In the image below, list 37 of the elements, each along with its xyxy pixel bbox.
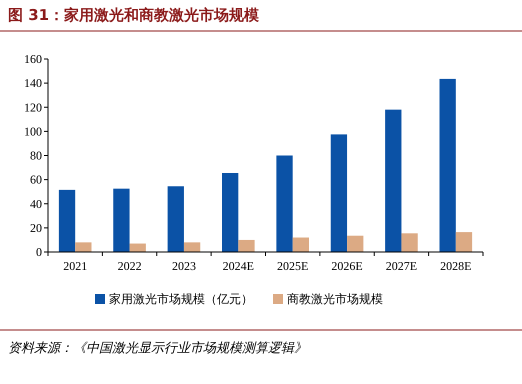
bar: [276, 156, 293, 252]
bar: [456, 232, 472, 252]
y-tick-label: 100: [24, 124, 42, 138]
text: 资料来源：《中国激光显示行业市场规模测算逻辑》: [8, 341, 307, 356]
bar: [130, 244, 146, 252]
bar: [385, 110, 402, 252]
bar: [292, 238, 309, 252]
x-tick-label: 2028E: [440, 259, 472, 273]
y-tick-label: 140: [24, 76, 42, 90]
x-tick-label: 2025E: [277, 259, 308, 273]
bar: [401, 233, 418, 252]
y-tick-label: 40: [30, 196, 42, 211]
x-tick-label: 2023: [172, 259, 196, 273]
bar: [222, 172, 238, 252]
y-tick-label: 80: [30, 148, 42, 162]
y-tick-label: 0: [36, 245, 42, 259]
chart-title: 图 31：家用激光和商教激光市场规模: [8, 6, 260, 24]
x-tick-label: 2026E: [331, 259, 363, 273]
y-tick-label: 160: [24, 52, 42, 66]
bar: [168, 186, 184, 252]
x-tick-label: 2021: [63, 259, 88, 273]
bar: [113, 188, 130, 252]
legend-label: 家用激光市场规模（亿元）: [109, 292, 253, 306]
bar: [347, 236, 364, 252]
legend-label: 商教激光市场规模: [287, 292, 383, 306]
x-tick-label: 2024E: [222, 259, 254, 273]
bar: [58, 190, 76, 252]
x-tick-label: 2027E: [386, 259, 418, 273]
y-tick-label: 60: [30, 172, 42, 187]
bar: [238, 240, 255, 252]
y-tick-label: 120: [24, 100, 42, 114]
x-tick-label: 2022: [118, 259, 142, 273]
y-tick-label: 20: [30, 220, 42, 235]
bar: [184, 242, 200, 252]
bar: [440, 78, 456, 252]
bar: [75, 242, 92, 252]
bar: [330, 134, 348, 252]
